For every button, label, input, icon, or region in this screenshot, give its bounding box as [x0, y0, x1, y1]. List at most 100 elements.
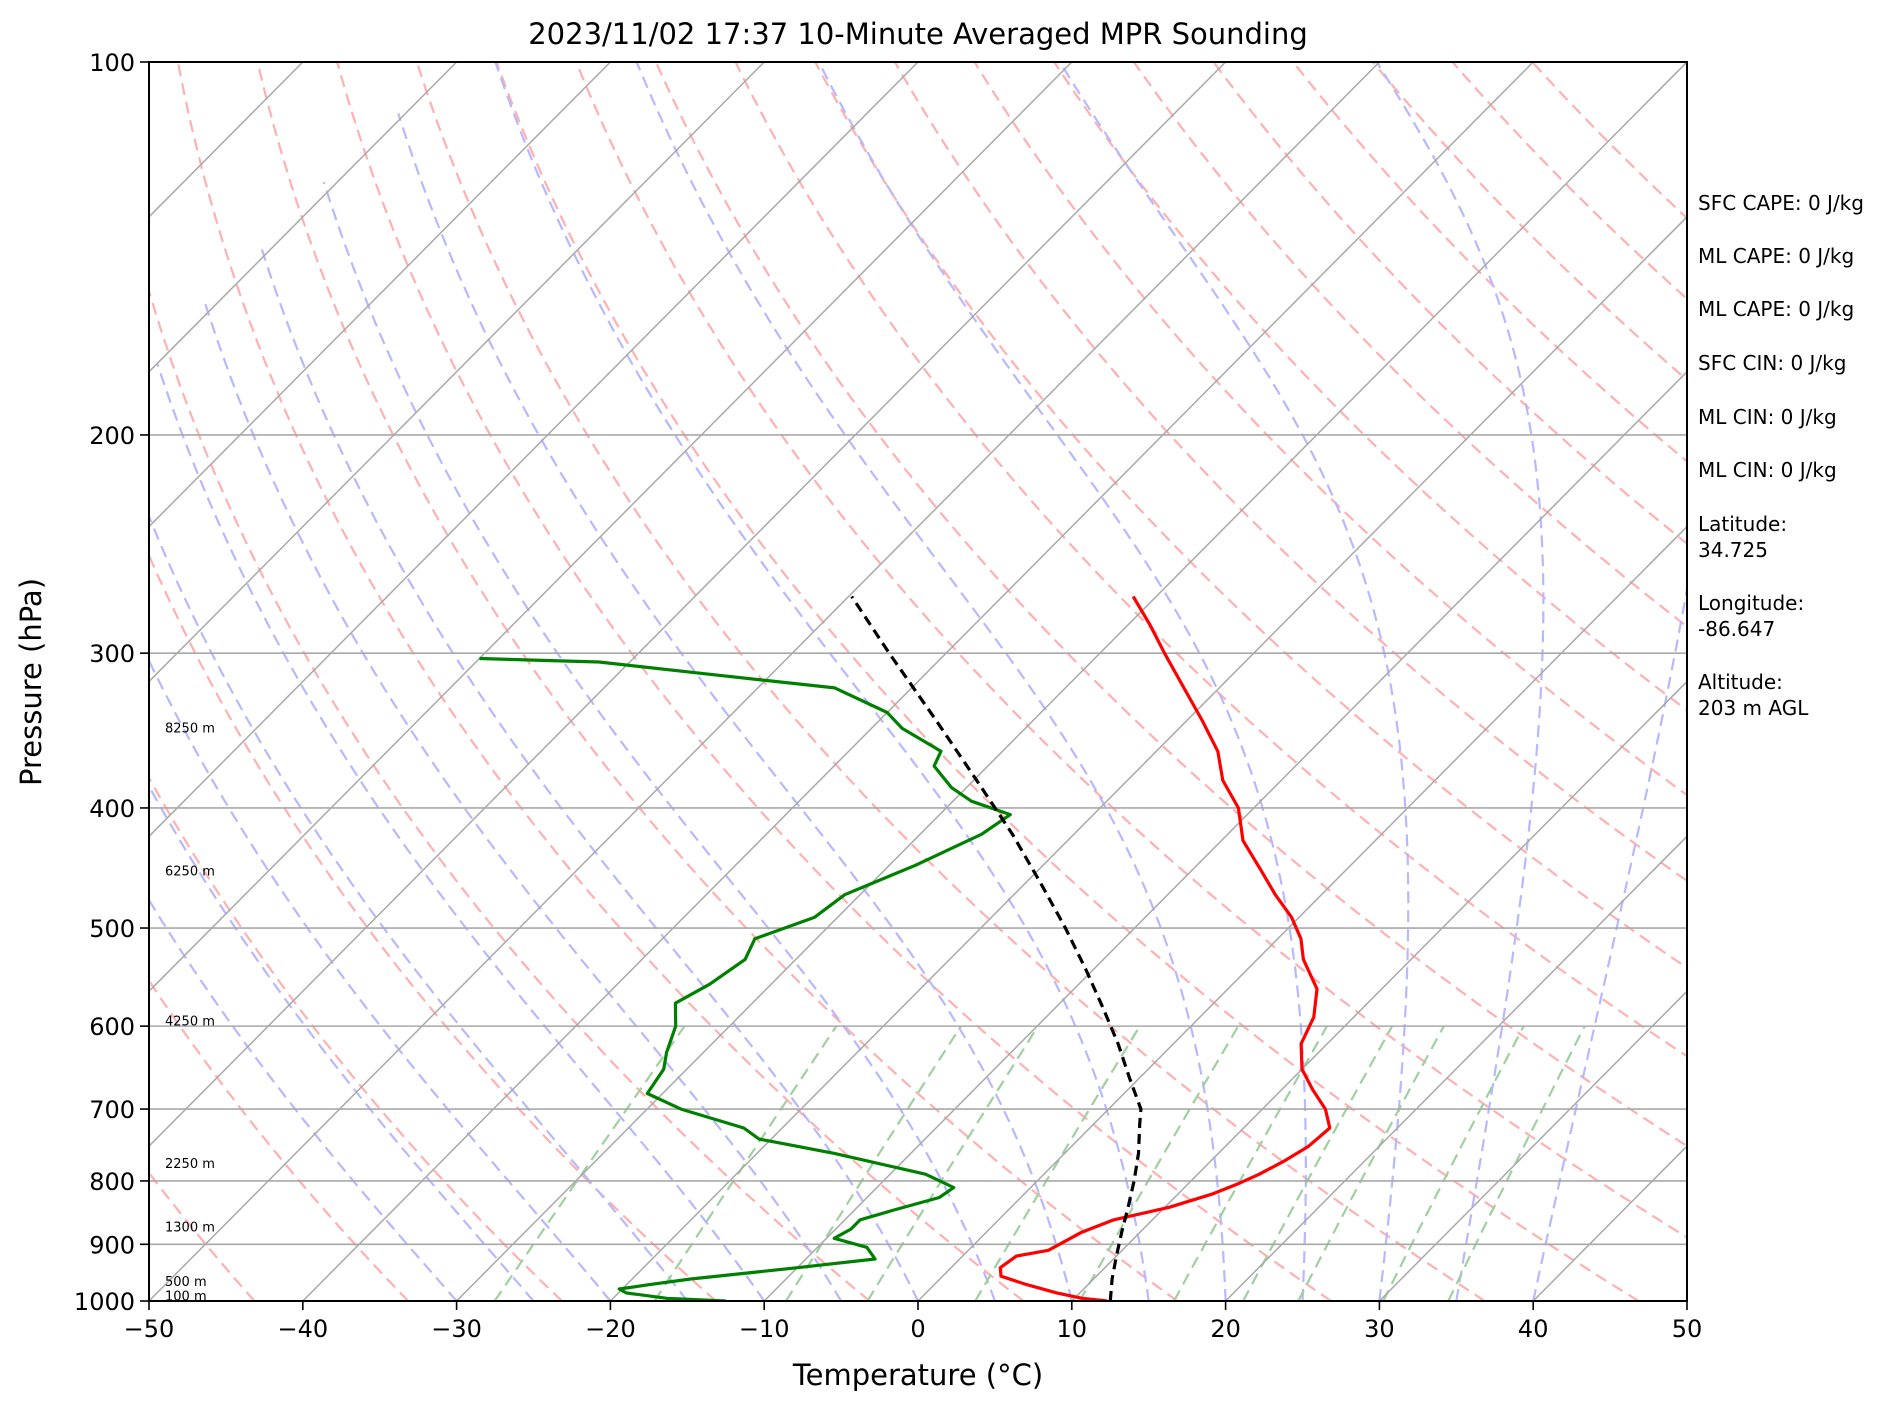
- info-altitude-label: Altitude:: [1698, 670, 1783, 694]
- y-tick-label: 900: [89, 1231, 135, 1259]
- dry-adiabat: [1291, 62, 1687, 463]
- isotherm: [609, 215, 1687, 1301]
- y-tick-label: 100: [89, 49, 135, 77]
- moist-adiabat: [149, 784, 535, 1301]
- isotherm: [302, 62, 1534, 1301]
- isotherm: [149, 62, 458, 373]
- info-panel: SFC CAPE: 0 J/kg ML CAPE: 0 J/kg ML CAPE…: [1698, 191, 1864, 720]
- dry-adiabat: [654, 62, 1687, 1148]
- y-axis-ticks: 100 200 300 400 500 600 700 800 900 1000: [74, 49, 149, 1316]
- dry-adiabat: [973, 62, 1687, 797]
- parcel-line: [850, 595, 1143, 1301]
- isotherm: [149, 62, 919, 838]
- info-ml-cin-2: ML CIN: 0 J/kg: [1698, 458, 1837, 482]
- mixing-ratio-line: [1297, 1025, 1445, 1301]
- info-altitude-value: 203 m AGL: [1698, 696, 1809, 720]
- moist-adiabat: [258, 242, 919, 1301]
- moist-adiabat: [322, 181, 996, 1301]
- moist-adiabat: [156, 362, 766, 1301]
- mixing-ratio-line: [493, 1025, 686, 1301]
- height-label: 2250 m: [165, 1157, 215, 1172]
- isotherm: [1071, 680, 1687, 1301]
- isotherm: [456, 62, 1687, 1301]
- x-tick-label: −50: [124, 1315, 175, 1343]
- height-label: 500 m: [165, 1275, 207, 1290]
- x-axis-label: Temperature (°C): [792, 1358, 1043, 1392]
- height-label: 4250 m: [165, 1015, 215, 1030]
- x-tick-label: 50: [1672, 1315, 1703, 1343]
- y-tick-label: 400: [89, 795, 135, 823]
- y-tick-label: 700: [89, 1096, 135, 1124]
- series-lines: [479, 595, 1332, 1301]
- info-latitude-value: 34.725: [1698, 538, 1768, 562]
- dry-adiabat: [495, 62, 1640, 1301]
- chart-title: 2023/11/02 17:37 10-Minute Averaged MPR …: [528, 17, 1308, 51]
- y-tick-label: 200: [89, 422, 135, 450]
- dry-adiabat: [149, 775, 563, 1301]
- x-tick-label: −10: [739, 1315, 790, 1343]
- x-tick-label: −20: [585, 1315, 636, 1343]
- moist-adiabat: [635, 62, 1227, 1301]
- dewpoint-line: [479, 656, 1012, 1301]
- dry-adiabat: [734, 62, 1687, 1058]
- y-tick-label: 1000: [74, 1288, 135, 1316]
- x-tick-label: −40: [277, 1315, 328, 1343]
- height-label: 1300 m: [165, 1220, 215, 1235]
- dry-adiabat: [1451, 62, 1687, 301]
- moist-adiabat: [1058, 62, 1410, 1301]
- x-tick-label: 20: [1210, 1315, 1241, 1343]
- height-label: 8250 m: [165, 721, 215, 736]
- isotherm: [149, 62, 611, 528]
- isotherm: [149, 62, 1073, 993]
- dry-adiabat: [1132, 62, 1687, 628]
- height-label: 100 m: [165, 1290, 207, 1305]
- dry-adiabat: [149, 552, 717, 1301]
- x-tick-label: 40: [1518, 1315, 1549, 1343]
- moist-adiabat: [1532, 582, 1687, 1301]
- x-tick-label: −30: [431, 1315, 482, 1343]
- moist-adiabat: [1375, 62, 1545, 1301]
- isotherm: [149, 62, 1227, 1148]
- info-longitude-label: Longitude:: [1698, 591, 1804, 615]
- moist-adiabat: [149, 658, 612, 1301]
- isotherm: [763, 370, 1687, 1301]
- info-ml-cape-2: ML CAPE: 0 J/kg: [1698, 297, 1854, 321]
- dry-adiabat: [336, 62, 1332, 1301]
- dry-adiabat: [1212, 62, 1687, 546]
- isotherm: [1378, 990, 1687, 1301]
- dry-adiabat: [814, 62, 1687, 970]
- y-tick-label: 800: [89, 1168, 135, 1196]
- info-ml-cape: ML CAPE: 0 J/kg: [1698, 244, 1854, 268]
- moist-adiabat: [149, 897, 458, 1301]
- mixing-ratio-line: [1382, 1025, 1525, 1301]
- dry-adiabat: [1371, 62, 1687, 382]
- info-longitude-value: -86.647: [1698, 617, 1775, 641]
- info-ml-cin: ML CIN: 0 J/kg: [1698, 405, 1837, 429]
- dry-adiabat: [176, 62, 1025, 1301]
- x-tick-label: 30: [1364, 1315, 1395, 1343]
- mixing-ratio-line: [653, 1025, 838, 1301]
- info-sfc-cin: SFC CIN: 0 J/kg: [1698, 351, 1846, 375]
- y-tick-label: 500: [89, 915, 135, 943]
- dry-adiabat: [1052, 62, 1687, 712]
- moist-adiabat: [202, 297, 843, 1301]
- background-lines: [149, 62, 1687, 1301]
- info-latitude-label: Latitude:: [1698, 512, 1787, 536]
- moist-adiabat: [494, 62, 1150, 1301]
- dry-adiabat: [575, 62, 1687, 1239]
- dry-adiabat: [149, 978, 409, 1301]
- y-tick-label: 300: [89, 640, 135, 668]
- y-axis-label: Pressure (hPa): [14, 578, 48, 786]
- isotherm: [149, 62, 765, 683]
- dry-adiabat: [149, 287, 871, 1301]
- height-label: 6250 m: [165, 864, 215, 879]
- moist-adiabat: [149, 513, 689, 1301]
- moist-adiabat: [817, 62, 1307, 1301]
- info-sfc-cape: SFC CAPE: 0 J/kg: [1698, 191, 1864, 215]
- x-axis-ticks: −50 −40 −30 −20 −10 0 10 20 30 40 50: [124, 1301, 1703, 1343]
- x-tick-label: 10: [1057, 1315, 1088, 1343]
- dry-adiabat: [893, 62, 1687, 883]
- dry-adiabat: [415, 62, 1486, 1301]
